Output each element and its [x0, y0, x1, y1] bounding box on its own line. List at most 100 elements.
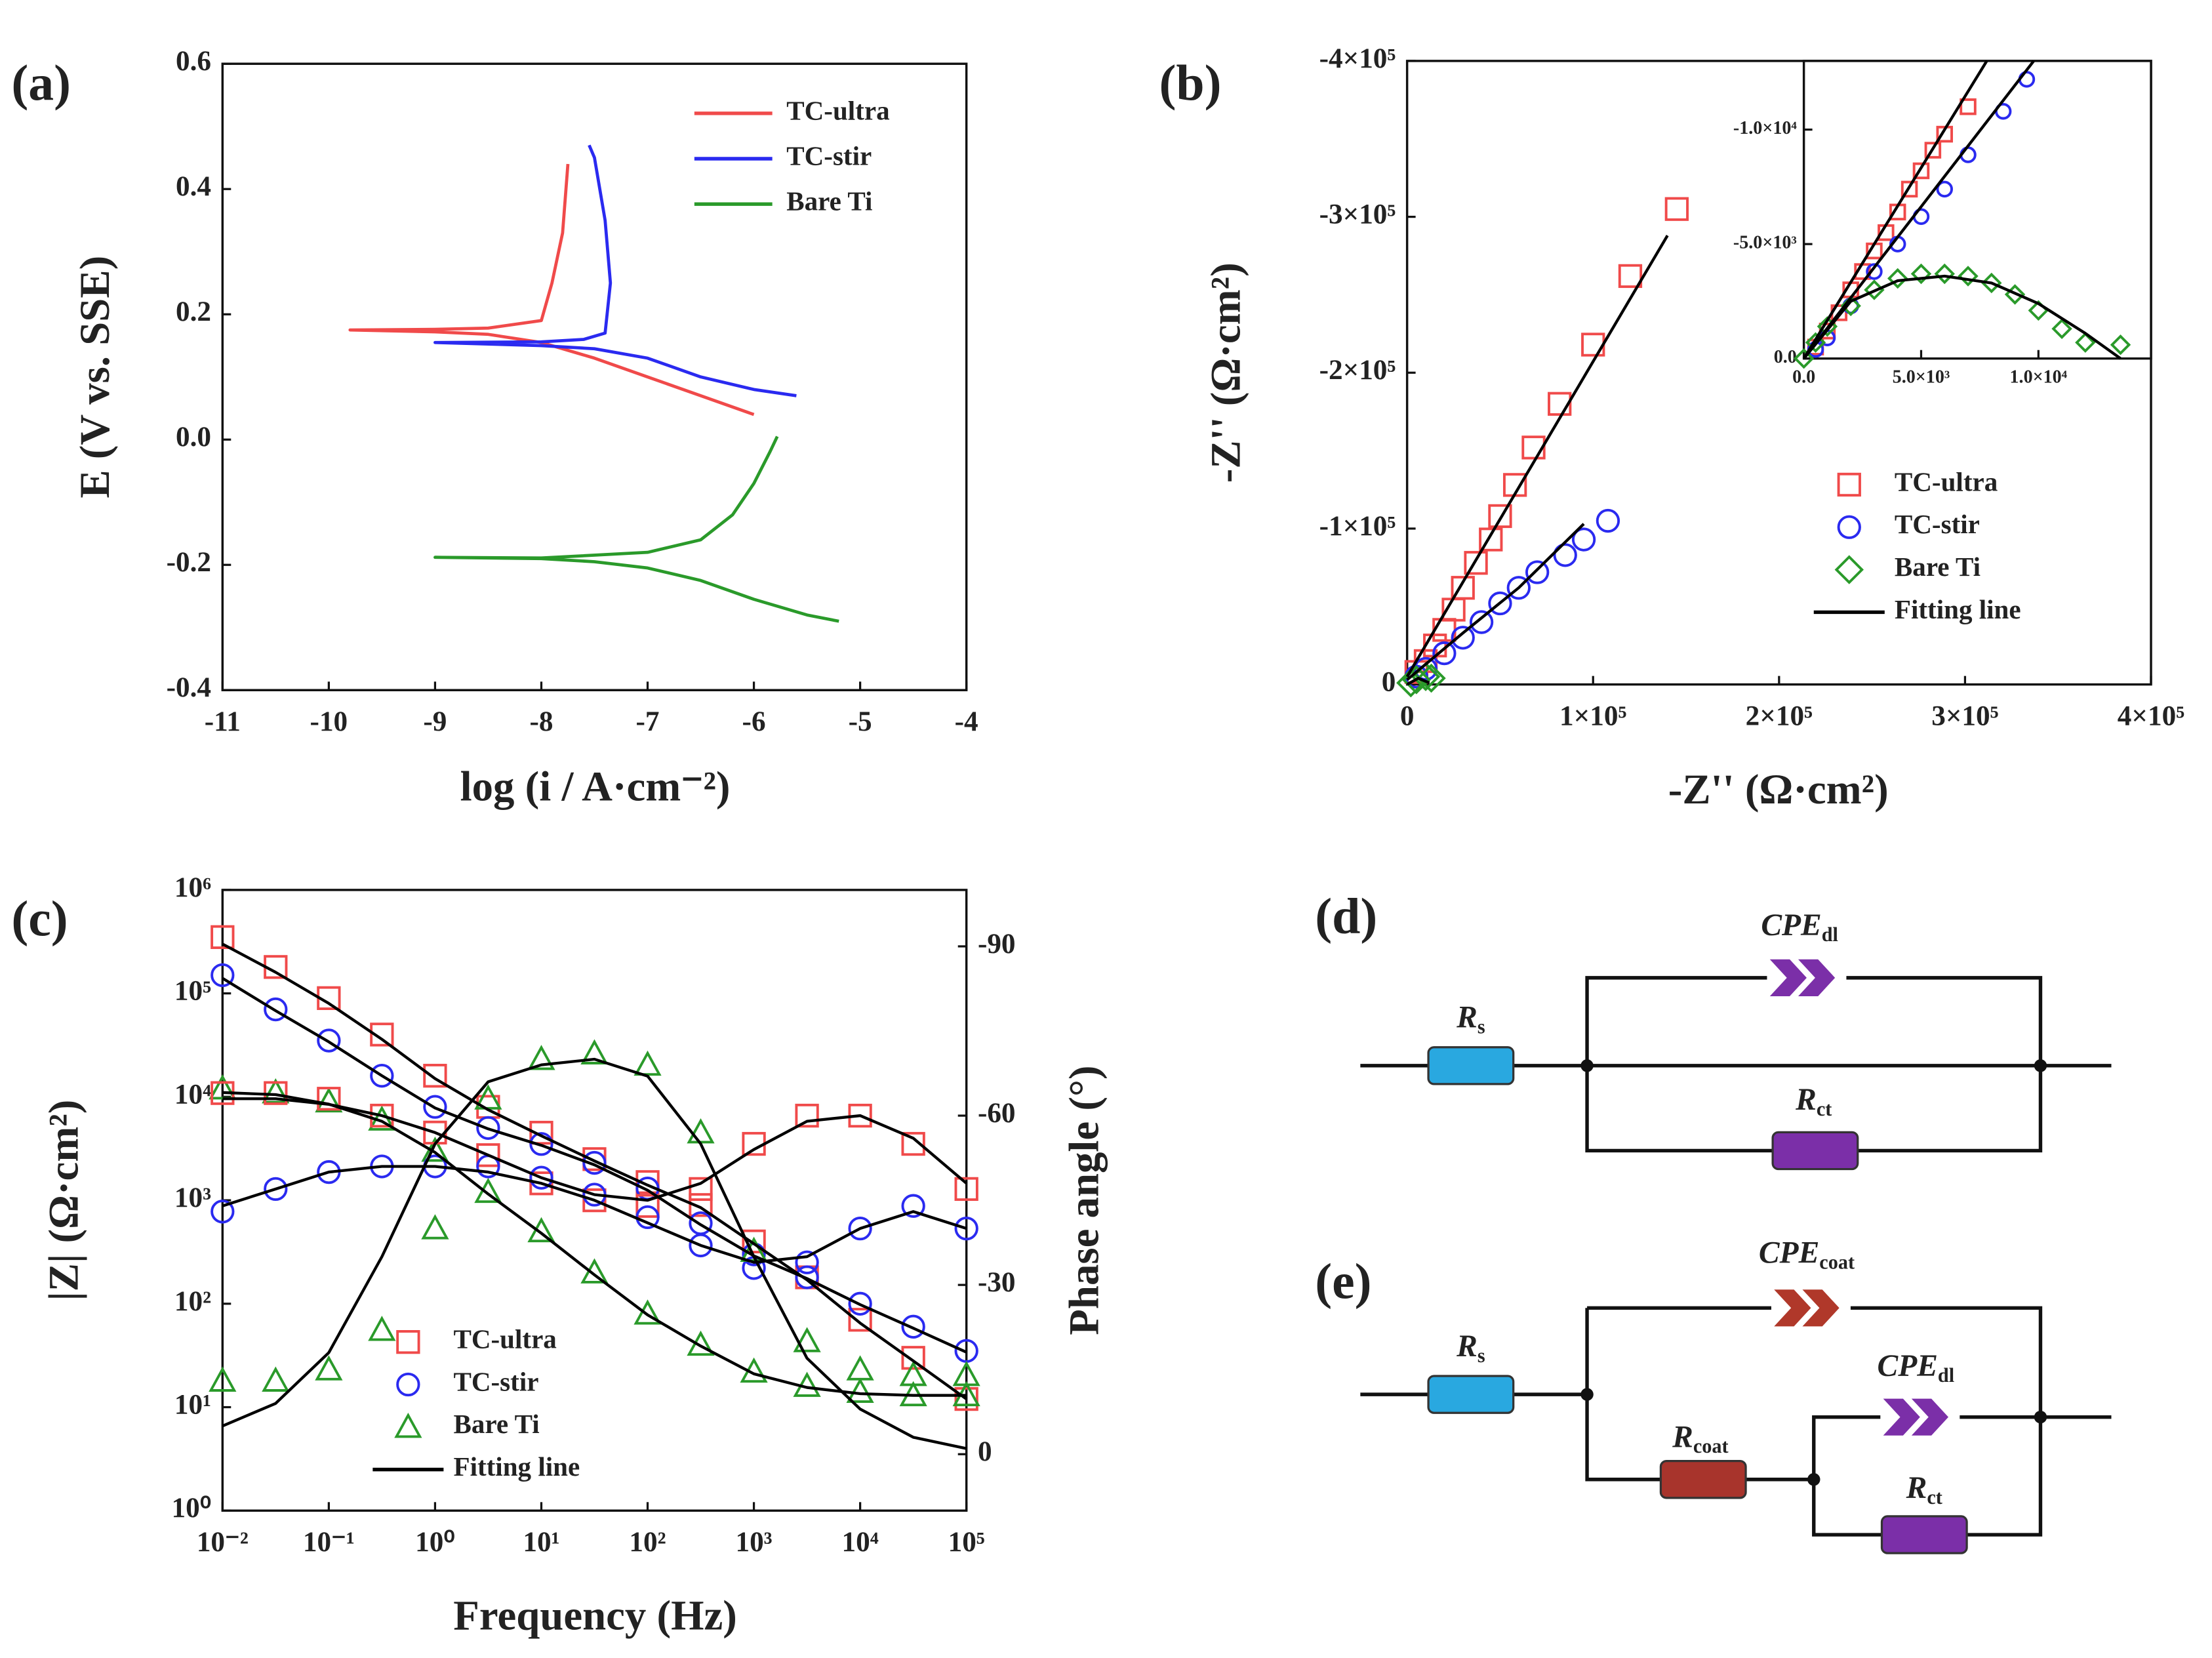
component-label: Rct: [1795, 1083, 1832, 1120]
marker: [954, 1177, 978, 1202]
data-line: [222, 1097, 968, 1202]
x-tick-label: -6: [742, 706, 766, 737]
marker: [1464, 551, 1488, 575]
legend-label: Bare Ti: [786, 186, 872, 216]
marker: [742, 1229, 766, 1254]
y-axis-label: |Z| (Ω·cm²): [41, 1100, 88, 1301]
legend-label: TC-ultra: [1895, 466, 1998, 496]
resistor: [1427, 1046, 1515, 1085]
panel-label: (d): [1315, 887, 1377, 944]
data-line: [1406, 523, 1585, 681]
y-tick-label: 10⁶: [174, 872, 211, 903]
component-subscript: coat: [1693, 1435, 1729, 1457]
marker: [1525, 560, 1550, 584]
y-tick-label: 10³: [174, 1182, 211, 1213]
marker: [1553, 543, 1577, 567]
cpe-chevron: [1774, 1289, 1811, 1327]
node: [2034, 1059, 2047, 1072]
marker: [795, 1265, 819, 1289]
data-line: [222, 1057, 967, 1450]
marker: [211, 925, 235, 949]
y-tick-label: 10²: [174, 1285, 211, 1317]
marker: [1960, 98, 1977, 115]
data-line: [1406, 676, 1430, 686]
marker: [846, 1355, 874, 1381]
plot-frame: [221, 62, 968, 691]
x-tick-label: 3×10⁵: [1931, 700, 1998, 731]
marker: [211, 1200, 235, 1224]
marker: [1571, 527, 1596, 552]
marker: [1805, 332, 1826, 353]
marker: [848, 1308, 872, 1332]
marker: [2110, 334, 2131, 355]
cpe-chevron: [1798, 959, 1836, 996]
legend-label: Fitting line: [454, 1451, 580, 1482]
marker: [795, 1103, 819, 1128]
marker: [209, 1366, 237, 1392]
data-line: [222, 977, 967, 1354]
marker: [1417, 663, 1446, 693]
component-label: CPEdl: [1761, 908, 1838, 946]
component-subscript: s: [1478, 1345, 1485, 1367]
marker: [529, 1132, 553, 1156]
marker: [689, 1193, 713, 1217]
marker: [1834, 555, 1864, 584]
marker: [370, 1022, 394, 1047]
component-label: Rs: [1456, 1329, 1485, 1367]
x-tick-label: 0.0: [1792, 367, 1815, 387]
marker: [1981, 272, 2002, 294]
component-subscript: ct: [1927, 1486, 1942, 1508]
component-subscript: ct: [1817, 1098, 1832, 1120]
x-tick-label: 1×10⁵: [1559, 700, 1626, 731]
x-tick-label: 10²: [629, 1526, 666, 1558]
marker: [476, 1143, 500, 1167]
legend-label: Fitting line: [1895, 594, 2021, 624]
marker: [396, 1372, 420, 1397]
x-tick-label: 0: [1400, 700, 1415, 731]
marker: [901, 1194, 925, 1218]
x-axis-label: Frequency (Hz): [453, 1592, 737, 1640]
cpe-chevron: [1883, 1398, 1920, 1436]
y-tick-label: -0.2: [167, 546, 211, 578]
marker: [848, 1291, 872, 1316]
component-label: Rct: [1906, 1471, 1942, 1508]
legend-label: Bare Ti: [1895, 552, 1981, 582]
component-subscript: s: [1478, 1016, 1485, 1038]
component-subscript: coat: [1819, 1251, 1855, 1273]
x-tick-label: 10⁰: [415, 1526, 455, 1558]
y-tick-label: 10⁵: [174, 975, 211, 1007]
marker: [954, 1386, 978, 1411]
x-tick-label: 10⁵: [948, 1526, 985, 1558]
component-subscript: dl: [1938, 1364, 1954, 1386]
component-symbol: R: [1672, 1420, 1693, 1454]
y-tick-label: -5.0×10³: [1733, 233, 1797, 253]
y-tick-label: -3×10⁵: [1319, 199, 1396, 230]
marker: [848, 1216, 872, 1241]
x-axis-label: log (i / A·cm⁻²): [460, 763, 731, 811]
marker: [740, 1236, 768, 1263]
marker: [423, 1095, 447, 1119]
data-line: [222, 942, 967, 1400]
marker: [264, 997, 288, 1022]
data-line: [1802, 274, 2122, 360]
panel-label: (c): [11, 891, 68, 947]
marker: [529, 1120, 553, 1145]
marker: [633, 1050, 662, 1076]
wire: [1587, 1306, 2112, 1537]
marker: [795, 1250, 819, 1274]
panel-label: (b): [1159, 54, 1222, 111]
marker: [1936, 180, 1953, 198]
y-axis-label: -Z'' (Ω·cm²): [1202, 262, 1249, 483]
marker: [1837, 515, 1861, 539]
y-tick-label: 0.0: [176, 421, 211, 453]
component-subscript: dl: [1822, 923, 1838, 946]
node: [1580, 1059, 1594, 1072]
panel-label: (a): [11, 54, 71, 111]
marker: [901, 1131, 925, 1156]
marker: [370, 1103, 394, 1128]
marker: [1506, 576, 1531, 600]
marker: [954, 1216, 978, 1241]
data-line: [1802, 60, 2035, 359]
marker: [1924, 142, 1942, 159]
marker: [689, 1177, 713, 1202]
